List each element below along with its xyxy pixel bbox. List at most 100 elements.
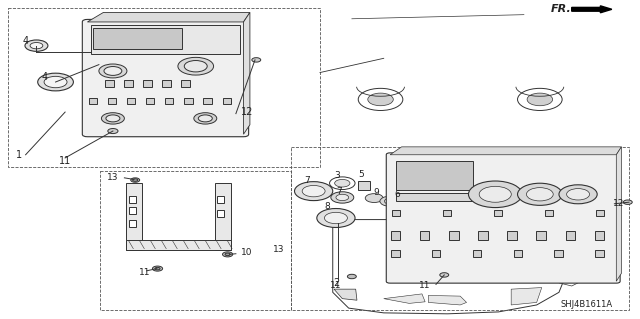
Bar — [129, 207, 136, 214]
Bar — [396, 193, 473, 201]
Bar — [358, 181, 370, 190]
Text: 7: 7 — [305, 175, 310, 185]
Polygon shape — [390, 147, 621, 155]
Circle shape — [368, 93, 394, 106]
Bar — [478, 231, 488, 240]
Bar — [204, 98, 212, 104]
Circle shape — [566, 189, 589, 200]
Polygon shape — [334, 289, 357, 300]
Bar — [432, 250, 440, 256]
Bar — [108, 98, 116, 104]
Text: 11: 11 — [59, 156, 71, 166]
Circle shape — [479, 186, 511, 202]
Bar — [443, 210, 451, 216]
Bar — [392, 210, 399, 216]
Circle shape — [335, 179, 350, 187]
Text: 2: 2 — [333, 278, 339, 288]
Text: 11: 11 — [330, 281, 342, 291]
Circle shape — [324, 212, 348, 224]
Text: 12: 12 — [613, 199, 625, 208]
Text: 12: 12 — [241, 107, 253, 117]
Circle shape — [131, 178, 140, 182]
Bar — [181, 80, 190, 87]
Bar — [420, 231, 429, 240]
Circle shape — [527, 93, 552, 106]
Bar — [595, 231, 604, 240]
Circle shape — [178, 57, 214, 75]
Text: 9: 9 — [373, 188, 379, 197]
Circle shape — [104, 67, 122, 75]
Circle shape — [385, 198, 396, 204]
Text: SHJ4B1611A: SHJ4B1611A — [561, 300, 613, 309]
Bar — [146, 98, 154, 104]
Text: 6: 6 — [395, 190, 401, 199]
Circle shape — [559, 185, 597, 204]
Bar — [215, 183, 231, 250]
Circle shape — [38, 73, 74, 91]
Bar — [514, 250, 522, 256]
Text: 1: 1 — [16, 150, 22, 160]
Circle shape — [223, 252, 233, 257]
Circle shape — [302, 185, 325, 197]
FancyBboxPatch shape — [83, 19, 248, 137]
Bar — [127, 98, 135, 104]
Circle shape — [198, 115, 212, 122]
Text: 13: 13 — [107, 173, 118, 182]
Text: 7: 7 — [336, 187, 342, 196]
Bar — [184, 98, 193, 104]
Circle shape — [132, 179, 138, 181]
Circle shape — [380, 196, 400, 206]
Circle shape — [348, 274, 356, 279]
Circle shape — [106, 115, 120, 122]
Circle shape — [25, 40, 48, 51]
Bar — [125, 183, 141, 250]
Circle shape — [365, 194, 383, 203]
Circle shape — [358, 88, 403, 110]
Text: 11: 11 — [139, 268, 150, 277]
Bar — [536, 231, 546, 240]
Bar — [596, 210, 604, 216]
Circle shape — [518, 88, 562, 110]
Bar — [508, 231, 517, 240]
Polygon shape — [511, 287, 541, 305]
Bar — [104, 80, 113, 87]
Circle shape — [440, 273, 449, 277]
Bar — [391, 231, 400, 240]
Circle shape — [623, 200, 632, 204]
FancyBboxPatch shape — [387, 153, 620, 283]
Text: FR.: FR. — [551, 4, 572, 14]
Bar — [93, 28, 182, 49]
Circle shape — [225, 253, 230, 256]
Text: 8: 8 — [324, 203, 330, 211]
Circle shape — [101, 113, 124, 124]
Bar — [162, 80, 171, 87]
Bar — [143, 80, 152, 87]
Text: 10: 10 — [241, 248, 252, 257]
Circle shape — [184, 61, 207, 72]
Bar — [129, 219, 136, 226]
Circle shape — [155, 267, 160, 270]
Bar — [449, 231, 458, 240]
Bar — [129, 196, 136, 203]
Text: 4: 4 — [22, 36, 29, 46]
Polygon shape — [428, 295, 467, 305]
Bar — [392, 250, 399, 256]
Text: 4: 4 — [42, 72, 48, 82]
Polygon shape — [244, 12, 250, 134]
Circle shape — [44, 76, 67, 88]
Circle shape — [252, 58, 260, 62]
Bar — [595, 250, 604, 256]
Circle shape — [194, 113, 217, 124]
Circle shape — [330, 177, 355, 189]
Bar — [125, 240, 231, 250]
Bar — [124, 80, 132, 87]
Text: 11: 11 — [419, 281, 431, 291]
Text: 5: 5 — [358, 170, 364, 179]
Bar — [554, 250, 563, 256]
Bar — [217, 196, 225, 203]
Circle shape — [468, 181, 522, 208]
Text: 13: 13 — [273, 245, 284, 254]
Bar — [545, 210, 552, 216]
Polygon shape — [88, 12, 250, 22]
Text: 3: 3 — [334, 171, 340, 181]
